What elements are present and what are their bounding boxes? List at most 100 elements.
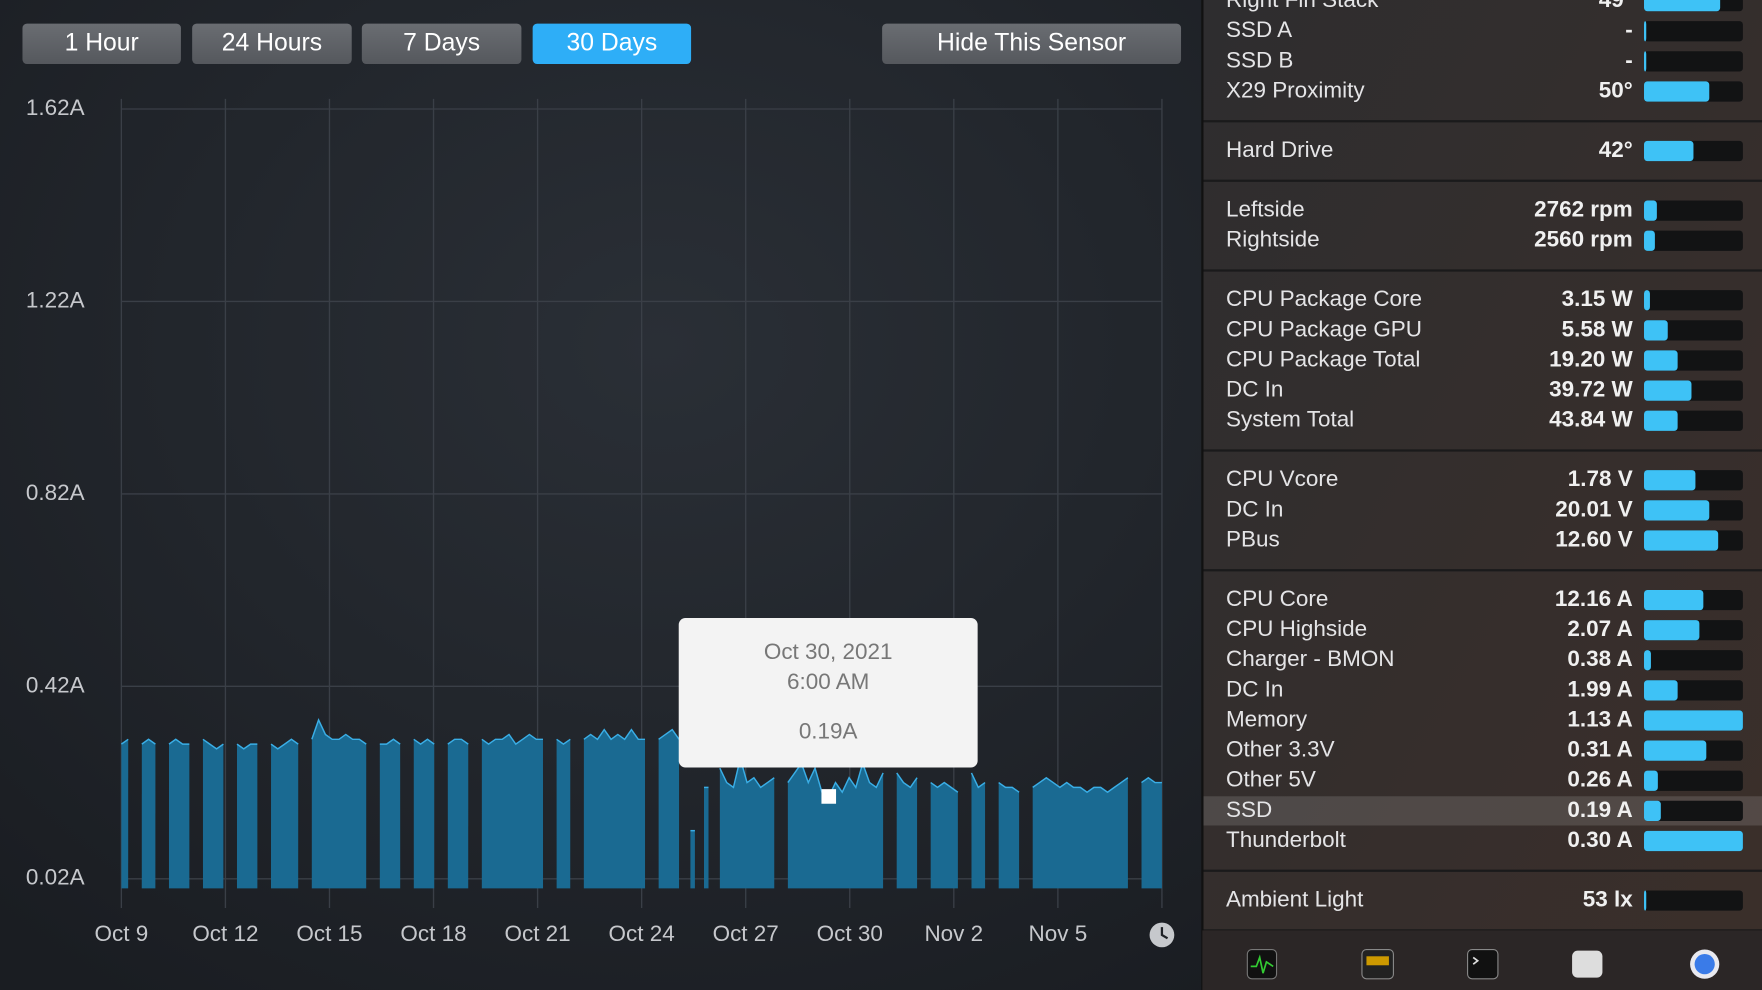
sensor-name[interactable]: CPU Package Core bbox=[1226, 286, 1422, 311]
area bbox=[719, 758, 775, 889]
sensor-value: - bbox=[1625, 47, 1632, 72]
area bbox=[704, 787, 709, 889]
area-line bbox=[270, 738, 299, 750]
level-track bbox=[1644, 650, 1743, 671]
area-line bbox=[998, 781, 1020, 793]
tooltip-marker bbox=[821, 789, 837, 804]
clock-hands bbox=[1160, 927, 1169, 940]
area-line bbox=[1032, 776, 1129, 794]
hide-button[interactable] bbox=[882, 23, 1182, 65]
x-tick-label: Oct 9 bbox=[95, 921, 149, 946]
sensor-name[interactable]: Leftside bbox=[1226, 197, 1305, 222]
level-bar bbox=[1644, 81, 1710, 102]
level-bar bbox=[1644, 0, 1721, 12]
area-line bbox=[141, 738, 156, 745]
sensor-name[interactable]: Memory bbox=[1226, 706, 1308, 731]
level-bar bbox=[1644, 589, 1704, 611]
sensor-name[interactable]: X29 Proximity bbox=[1226, 77, 1365, 102]
sensor-name[interactable]: DC In bbox=[1226, 377, 1283, 402]
chart: 1 Hour 24 Hours 7 Days 30 Days Hide This Sen… bbox=[22, 23, 1182, 948]
hide-button-label: Hide This Sensor bbox=[937, 29, 1126, 56]
sensor-name[interactable]: Right Fin Stack bbox=[1226, 0, 1379, 12]
range-button[interactable] bbox=[532, 23, 692, 65]
sensor-name[interactable]: Thunderbolt bbox=[1226, 827, 1347, 852]
x-tick-label: Oct 12 bbox=[192, 921, 258, 946]
activity-glyph bbox=[1250, 954, 1274, 974]
sensor-name[interactable]: SSD bbox=[1226, 797, 1272, 822]
sensor-value: 53 lx bbox=[1583, 886, 1633, 911]
level-bar bbox=[1644, 140, 1694, 162]
level-bar bbox=[1644, 21, 1647, 42]
level-track bbox=[1644, 200, 1743, 221]
level-bar bbox=[1644, 890, 1647, 911]
level-track bbox=[1644, 890, 1743, 911]
terminal-icon[interactable] bbox=[1467, 948, 1499, 980]
sensor-name[interactable]: System Total bbox=[1226, 407, 1354, 432]
area-line bbox=[658, 728, 680, 740]
sensor-name[interactable]: CPU Package Total bbox=[1226, 346, 1420, 371]
system-icon[interactable] bbox=[1572, 950, 1603, 978]
area bbox=[379, 739, 401, 889]
sensor-name[interactable]: CPU Core bbox=[1226, 586, 1328, 611]
sensor-name[interactable]: Hard Drive bbox=[1226, 137, 1333, 162]
level-track bbox=[1644, 800, 1743, 821]
sensor-value: 42° bbox=[1599, 137, 1633, 162]
sensor-name[interactable]: PBus bbox=[1226, 526, 1280, 551]
level-bar bbox=[1644, 51, 1647, 72]
range-button[interactable] bbox=[361, 23, 522, 65]
sensor-name[interactable]: Rightside bbox=[1226, 227, 1320, 252]
area-line bbox=[556, 738, 571, 746]
level-bar bbox=[1644, 620, 1700, 641]
level-track bbox=[1644, 21, 1743, 42]
sensor-value: 1.99 A bbox=[1567, 676, 1632, 701]
tooltip-date: Oct 30, 2021 bbox=[764, 639, 893, 664]
area bbox=[447, 739, 469, 889]
level-bar bbox=[1644, 200, 1657, 221]
terminal-glyph bbox=[1472, 956, 1480, 965]
sensor-name[interactable]: SSD A bbox=[1226, 17, 1292, 42]
range-button[interactable] bbox=[192, 23, 352, 65]
toolbar bbox=[1202, 930, 1762, 990]
sensor-value: 19.20 W bbox=[1549, 346, 1633, 371]
sensor-name[interactable]: DC In bbox=[1226, 676, 1283, 701]
sensor-name[interactable]: SSD B bbox=[1226, 47, 1293, 72]
sensor-name[interactable]: DC In bbox=[1226, 496, 1283, 521]
sensor-value: 0.31 A bbox=[1567, 737, 1632, 762]
area-line bbox=[719, 755, 775, 789]
x-tick-label: Oct 30 bbox=[817, 921, 883, 946]
sensor-name[interactable]: Charger - BMON bbox=[1226, 646, 1395, 671]
sensor-name[interactable]: Other 5V bbox=[1226, 767, 1316, 792]
range-button[interactable] bbox=[22, 23, 181, 65]
area bbox=[1141, 777, 1162, 889]
area bbox=[481, 734, 544, 889]
sensor-name[interactable]: CPU Highside bbox=[1226, 616, 1367, 641]
sensor-value: 2762 rpm bbox=[1534, 197, 1633, 222]
area-line bbox=[930, 781, 959, 793]
tooltip bbox=[678, 618, 978, 768]
area bbox=[787, 763, 884, 889]
area-line bbox=[202, 738, 224, 750]
y-tick-label: 0.82A bbox=[26, 480, 85, 505]
area bbox=[690, 830, 695, 889]
sensor-name[interactable]: Other 3.3V bbox=[1226, 737, 1335, 762]
area-line bbox=[447, 738, 469, 745]
level-bar bbox=[1644, 530, 1719, 551]
sensor-name[interactable]: CPU Package GPU bbox=[1226, 316, 1422, 341]
area-line bbox=[583, 728, 646, 741]
sensor-value: 0.26 A bbox=[1567, 767, 1632, 792]
console-glyph bbox=[1366, 956, 1389, 966]
sensor-value: 0.19 A bbox=[1567, 797, 1632, 822]
level-bar bbox=[1644, 770, 1658, 791]
level-bar bbox=[1644, 380, 1692, 401]
area bbox=[270, 739, 299, 889]
sensor-name[interactable]: Ambient Light bbox=[1226, 886, 1364, 911]
sensor-name[interactable]: CPU Vcore bbox=[1226, 466, 1338, 491]
level-bar bbox=[1644, 800, 1661, 821]
area-line bbox=[236, 743, 258, 750]
x-tick-label: Oct 27 bbox=[713, 921, 779, 946]
x-tick-label: Nov 2 bbox=[924, 921, 983, 946]
level-bar bbox=[1644, 680, 1678, 701]
area-line bbox=[1141, 776, 1162, 784]
sensor-value: 50° bbox=[1599, 77, 1633, 102]
x-tick-label: Oct 15 bbox=[296, 921, 362, 946]
